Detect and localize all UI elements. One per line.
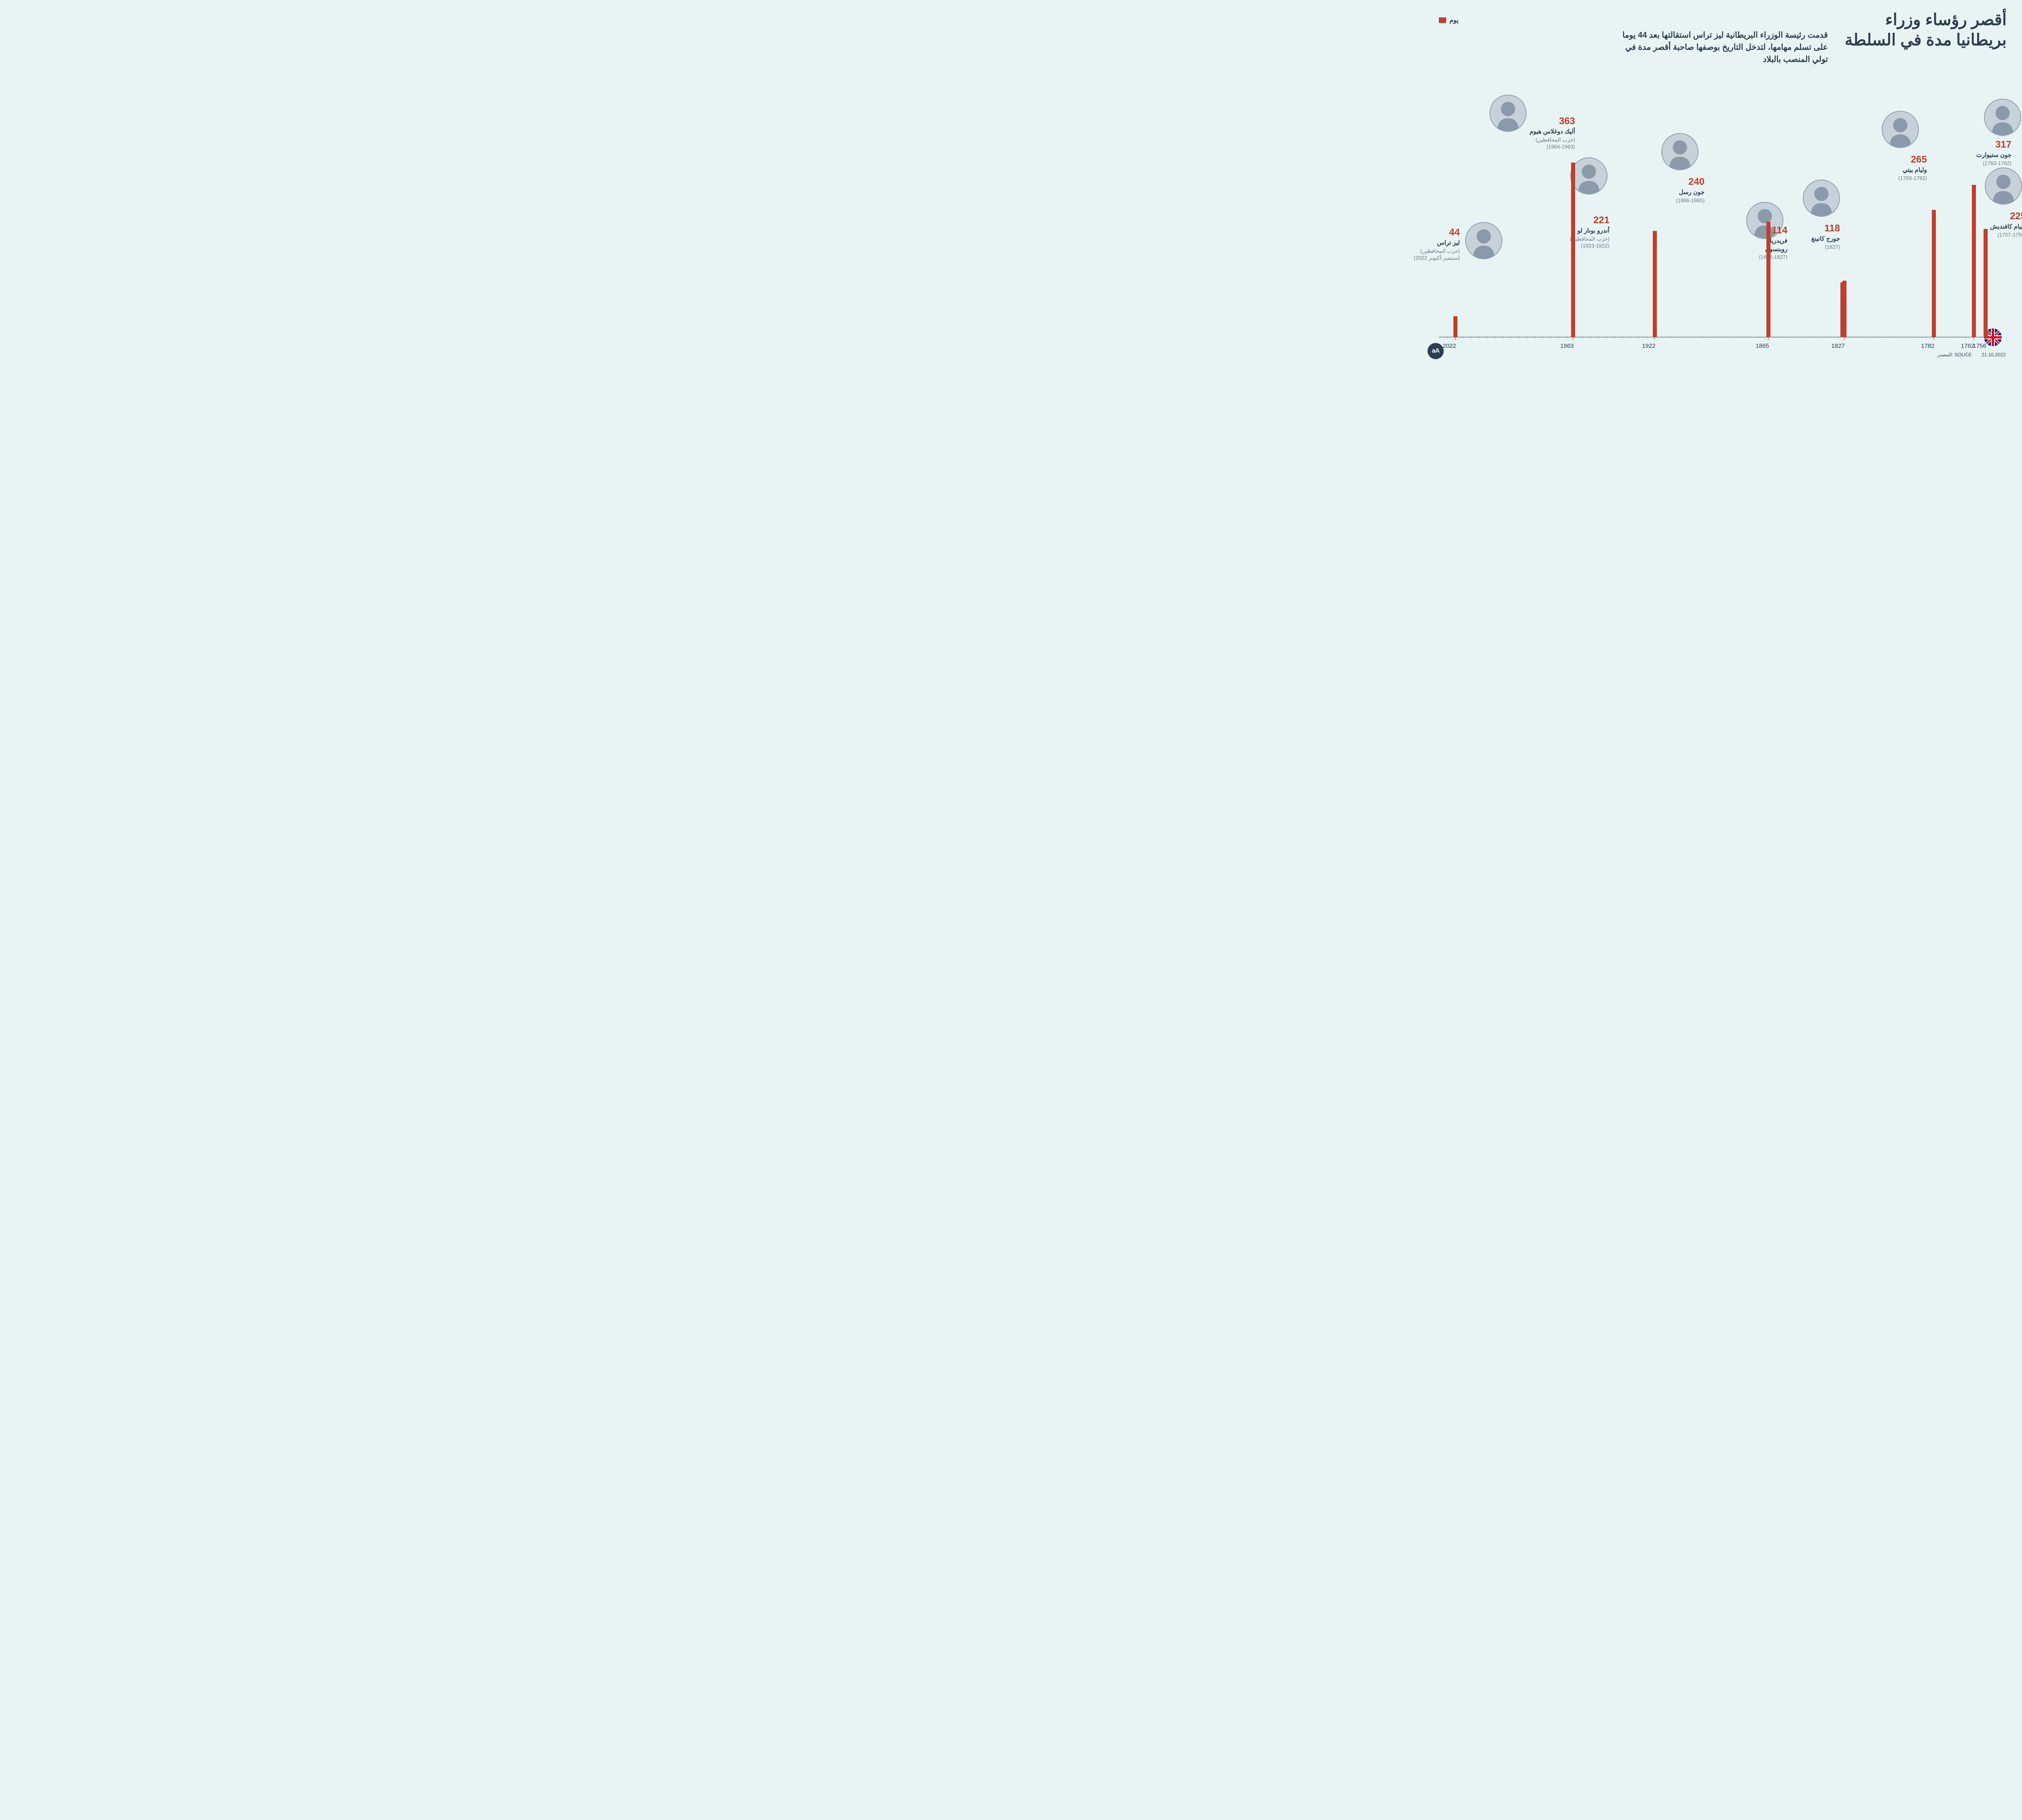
- portrait-icon: [1984, 99, 2021, 136]
- minor-tick: [1678, 336, 1679, 339]
- footer: المصدر: SOUCE 21.10.2022: [1937, 352, 2006, 358]
- minor-tick: [1479, 336, 1480, 339]
- tick-label: 2022: [1442, 343, 1456, 349]
- footer-source: المصدر: SOUCE: [1937, 352, 1972, 358]
- pm-name: جورج كانينغ: [1791, 235, 1840, 243]
- minor-tick: [1439, 336, 1440, 339]
- minor-tick: [1750, 336, 1751, 339]
- entry-label: 225وليام كافنديش(1757-1756): [1982, 210, 2022, 238]
- tick-label: 1782: [1921, 343, 1934, 349]
- portrait-icon: [1882, 111, 1919, 148]
- minor-tick: [1742, 336, 1743, 339]
- minor-tick: [1758, 336, 1759, 339]
- party-label: (حزب المحافظين): [1527, 136, 1575, 144]
- period-label: (1964-1963): [1527, 143, 1575, 150]
- minor-tick: [1471, 336, 1472, 339]
- minor-tick: [1965, 336, 1966, 339]
- days-value: 317: [1951, 138, 2011, 151]
- minor-tick: [1989, 336, 1990, 339]
- bar: [1653, 231, 1657, 337]
- tick-label: 1827: [1831, 343, 1844, 349]
- page-subtitle: قدمت رئيسة الوزراء البريطانية ليز تراس ا…: [1614, 29, 1828, 66]
- minor-tick: [1622, 336, 1623, 339]
- minor-tick: [1726, 336, 1727, 339]
- portrait-icon: [1803, 180, 1840, 217]
- party-label: (حزب المحافظين): [1399, 248, 1460, 255]
- period-label: (1866-1865): [1652, 197, 1705, 204]
- legend-label: يوم: [1449, 16, 1459, 24]
- minor-tick: [1774, 336, 1775, 339]
- bar: [1984, 229, 1988, 337]
- bar: [1840, 282, 1844, 337]
- bar: [1932, 210, 1936, 337]
- days-value: 363: [1527, 115, 1575, 128]
- days-value: 240: [1652, 176, 1705, 188]
- period-label: (1763-1762): [1951, 160, 2011, 167]
- pm-name: أندرو بونار لو: [1561, 227, 1610, 235]
- minor-tick: [1686, 336, 1687, 339]
- days-value: 225: [1982, 210, 2022, 223]
- bar: [1972, 185, 1976, 337]
- days-value: 44: [1399, 226, 1460, 239]
- bar: [1766, 222, 1770, 337]
- days-value: 265: [1874, 153, 1927, 166]
- bar: [1571, 163, 1575, 337]
- entry-label: 363أليك دوغلاس هيوم(حزب المحافظين)(1964-…: [1527, 115, 1575, 150]
- tick-label: 1756: [1973, 343, 1986, 349]
- period-label: (1923-1922): [1561, 242, 1610, 250]
- pm-name: وليام كافنديش: [1982, 223, 2022, 231]
- period-label: (1827): [1791, 243, 1840, 251]
- portrait-icon: [1985, 167, 2022, 205]
- minor-tick: [1503, 336, 1504, 339]
- minor-tick: [1814, 336, 1815, 339]
- minor-tick: [1901, 336, 1902, 339]
- pm-name: جون رسل: [1652, 188, 1705, 197]
- period-label: (1783-1782): [1874, 175, 1927, 182]
- legend: يوم: [1439, 16, 1459, 24]
- pm-name: ليز تراس: [1399, 239, 1460, 247]
- minor-tick: [1662, 336, 1663, 339]
- minor-tick: [1782, 336, 1783, 339]
- legend-swatch: [1439, 17, 1446, 23]
- minor-tick: [1957, 336, 1958, 339]
- tick-label: 1963: [1560, 343, 1574, 349]
- period-label: (1757-1756): [1982, 231, 2022, 239]
- minor-tick: [1710, 336, 1711, 339]
- portrait-icon: [1489, 95, 1527, 132]
- page-title: أقصر رؤساء وزراء بريطانيا مدة في السلطة: [1833, 10, 2007, 50]
- entry-label: 317جون ستيوارت(1763-1762): [1951, 138, 2011, 167]
- pm-name: جون ستيوارت: [1951, 151, 2011, 159]
- entry-label: 221أندرو بونار لو(حزب المحافظين)(1923-19…: [1561, 214, 1610, 250]
- entry-label: 240جون رسل(1866-1865): [1652, 176, 1705, 204]
- pm-name: وليام بيتي: [1874, 166, 1927, 174]
- party-label: (حزب المحافظين): [1561, 235, 1610, 243]
- minor-tick: [1447, 336, 1448, 339]
- entry-label: 118جورج كانينغ(1827): [1791, 222, 1840, 250]
- tick-label: 1865: [1756, 343, 1769, 349]
- days-value: 118: [1791, 222, 1840, 235]
- minor-tick: [1997, 336, 1998, 339]
- timeline-chart: 17561762178218271865192219632022225وليام…: [1440, 111, 1998, 337]
- bar: [1453, 316, 1457, 337]
- portrait-icon: [1570, 157, 1607, 195]
- period-label: (سبتمبر-أكتوبر 2022): [1399, 254, 1460, 262]
- minor-tick: [1718, 336, 1719, 339]
- minor-tick: [1535, 336, 1536, 339]
- entry-label: 265وليام بيتي(1783-1782): [1874, 153, 1927, 182]
- pm-name: أليك دوغلاس هيوم: [1527, 128, 1575, 136]
- minor-tick: [1463, 336, 1464, 339]
- entry-label: 44ليز تراس(حزب المحافظين)(سبتمبر-أكتوبر …: [1399, 226, 1460, 262]
- portrait-icon: [1661, 133, 1698, 170]
- minor-tick: [1694, 336, 1695, 339]
- agency-logo-icon: aA: [1428, 343, 1444, 359]
- days-value: 221: [1561, 214, 1610, 227]
- tick-label: 1922: [1642, 343, 1655, 349]
- tick-label: 1762: [1961, 343, 1974, 349]
- portrait-icon: [1465, 222, 1502, 259]
- footer-date: 21.10.2022: [1982, 352, 2006, 358]
